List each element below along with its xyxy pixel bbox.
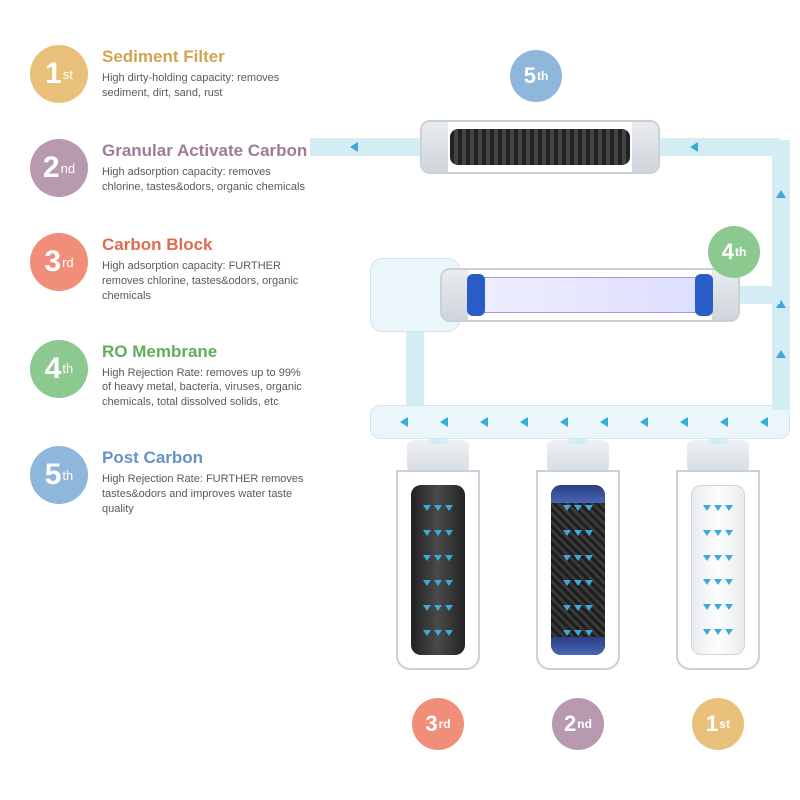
- diagram-badge-4: 4th: [708, 226, 760, 278]
- post-carbon-core: [450, 129, 630, 165]
- stages-legend: 1st Sediment Filter High dirty-holding cap…: [0, 0, 310, 800]
- vessel-cap: [407, 440, 469, 470]
- stage-number: 1: [45, 59, 62, 89]
- stage-5: 5th Post Carbon High Rejection Rate: FURTH…: [30, 446, 310, 517]
- stage-1: 1st Sediment Filter High dirty-holding cap…: [30, 45, 310, 103]
- stage-description: High Rejection Rate: FURTHER removes tas…: [102, 472, 310, 517]
- post-carbon-filter: [420, 120, 660, 174]
- filter-endcap: [422, 122, 448, 172]
- badge-number: 1: [706, 711, 718, 737]
- diagram-badge-2: 2nd: [552, 698, 604, 750]
- filter-endcap: [442, 270, 468, 320]
- stage-ordinal: nd: [61, 161, 75, 176]
- flow-arrow-icon: [560, 417, 568, 427]
- ro-membrane-filter: [440, 268, 740, 322]
- filter-cartridge: [691, 485, 745, 655]
- filter-cartridge: [551, 485, 605, 655]
- pipe-ro-out: [740, 286, 780, 304]
- filtration-diagram: 1st 2nd 3rd 4th 5th: [310, 0, 800, 800]
- stage-ordinal: th: [62, 468, 73, 483]
- pipe-ro-in: [406, 332, 424, 405]
- pipe-stub: [429, 439, 447, 444]
- vessel-cap: [547, 440, 609, 470]
- flow-arrow-icon: [600, 417, 608, 427]
- stage-badge-4: 4th: [30, 340, 88, 398]
- stage-number: 4: [45, 354, 62, 384]
- stage-badge-5: 5th: [30, 446, 88, 504]
- stage-3: 3rd Carbon Block High adsorption capacity:…: [30, 233, 310, 304]
- ro-core: [470, 277, 710, 313]
- flow-arrow-icon: [776, 350, 786, 358]
- stage-description: High dirty-holding capacity: removes sed…: [102, 71, 310, 101]
- flow-arrow-icon: [440, 417, 448, 427]
- diagram-badge-3: 3rd: [412, 698, 464, 750]
- stage-badge-3: 3rd: [30, 233, 88, 291]
- flow-arrow-icon: [690, 142, 698, 152]
- flow-arrow-icon: [720, 417, 728, 427]
- flow-arrow-icon: [760, 417, 768, 427]
- flow-arrow-icon: [400, 417, 408, 427]
- filter-vessel-2: [530, 440, 626, 670]
- vessel-body: [396, 470, 480, 670]
- pipe-ro-up: [772, 140, 790, 286]
- badge-ordinal: st: [719, 717, 730, 731]
- stage-ordinal: rd: [62, 255, 74, 270]
- stage-description: High adsorption capacity: FURTHER remove…: [102, 259, 310, 304]
- stage-description: High adsorption capacity: removes chlori…: [102, 165, 310, 195]
- filter-vessel-1: [670, 440, 766, 670]
- vessel-body: [676, 470, 760, 670]
- stage-number: 3: [44, 247, 61, 277]
- stage-badge-1: 1st: [30, 45, 88, 103]
- badge-number: 2: [564, 711, 576, 737]
- stage-title: Sediment Filter: [102, 47, 310, 67]
- pipe-post-in: [660, 138, 780, 156]
- filter-vessel-3: [390, 440, 486, 670]
- stage-number: 5: [45, 460, 62, 490]
- diagram-badge-1: 1st: [692, 698, 744, 750]
- flow-arrow-icon: [680, 417, 688, 427]
- pipe-stub: [709, 439, 727, 444]
- flow-arrow-icon: [350, 142, 358, 152]
- stage-title: Post Carbon: [102, 448, 310, 468]
- filter-cartridge: [411, 485, 465, 655]
- filter-endcap: [632, 122, 658, 172]
- vessel-cap: [687, 440, 749, 470]
- stage-number: 2: [43, 153, 60, 183]
- flow-arrow-icon: [520, 417, 528, 427]
- stage-description: High Rejection Rate: removes up to 99% o…: [102, 366, 310, 411]
- stage-2: 2nd Granular Activate Carbon High adsorpti…: [30, 139, 310, 197]
- stage-ordinal: st: [63, 67, 73, 82]
- stage-title: Granular Activate Carbon: [102, 141, 310, 161]
- diagram-badge-5: 5th: [510, 50, 562, 102]
- stage-ordinal: th: [62, 361, 73, 376]
- badge-ordinal: rd: [439, 717, 451, 731]
- pipe-outlet: [310, 138, 420, 156]
- badge-ordinal: nd: [577, 717, 592, 731]
- stage-title: Carbon Block: [102, 235, 310, 255]
- flow-arrow-icon: [776, 190, 786, 198]
- stage-badge-2: 2nd: [30, 139, 88, 197]
- stage-4: 4th RO Membrane High Rejection Rate: remov…: [30, 340, 310, 411]
- flow-arrow-icon: [480, 417, 488, 427]
- vessel-body: [536, 470, 620, 670]
- flow-arrow-icon: [640, 417, 648, 427]
- pipe-stub: [569, 439, 587, 444]
- stage-title: RO Membrane: [102, 342, 310, 362]
- badge-number: 3: [425, 711, 437, 737]
